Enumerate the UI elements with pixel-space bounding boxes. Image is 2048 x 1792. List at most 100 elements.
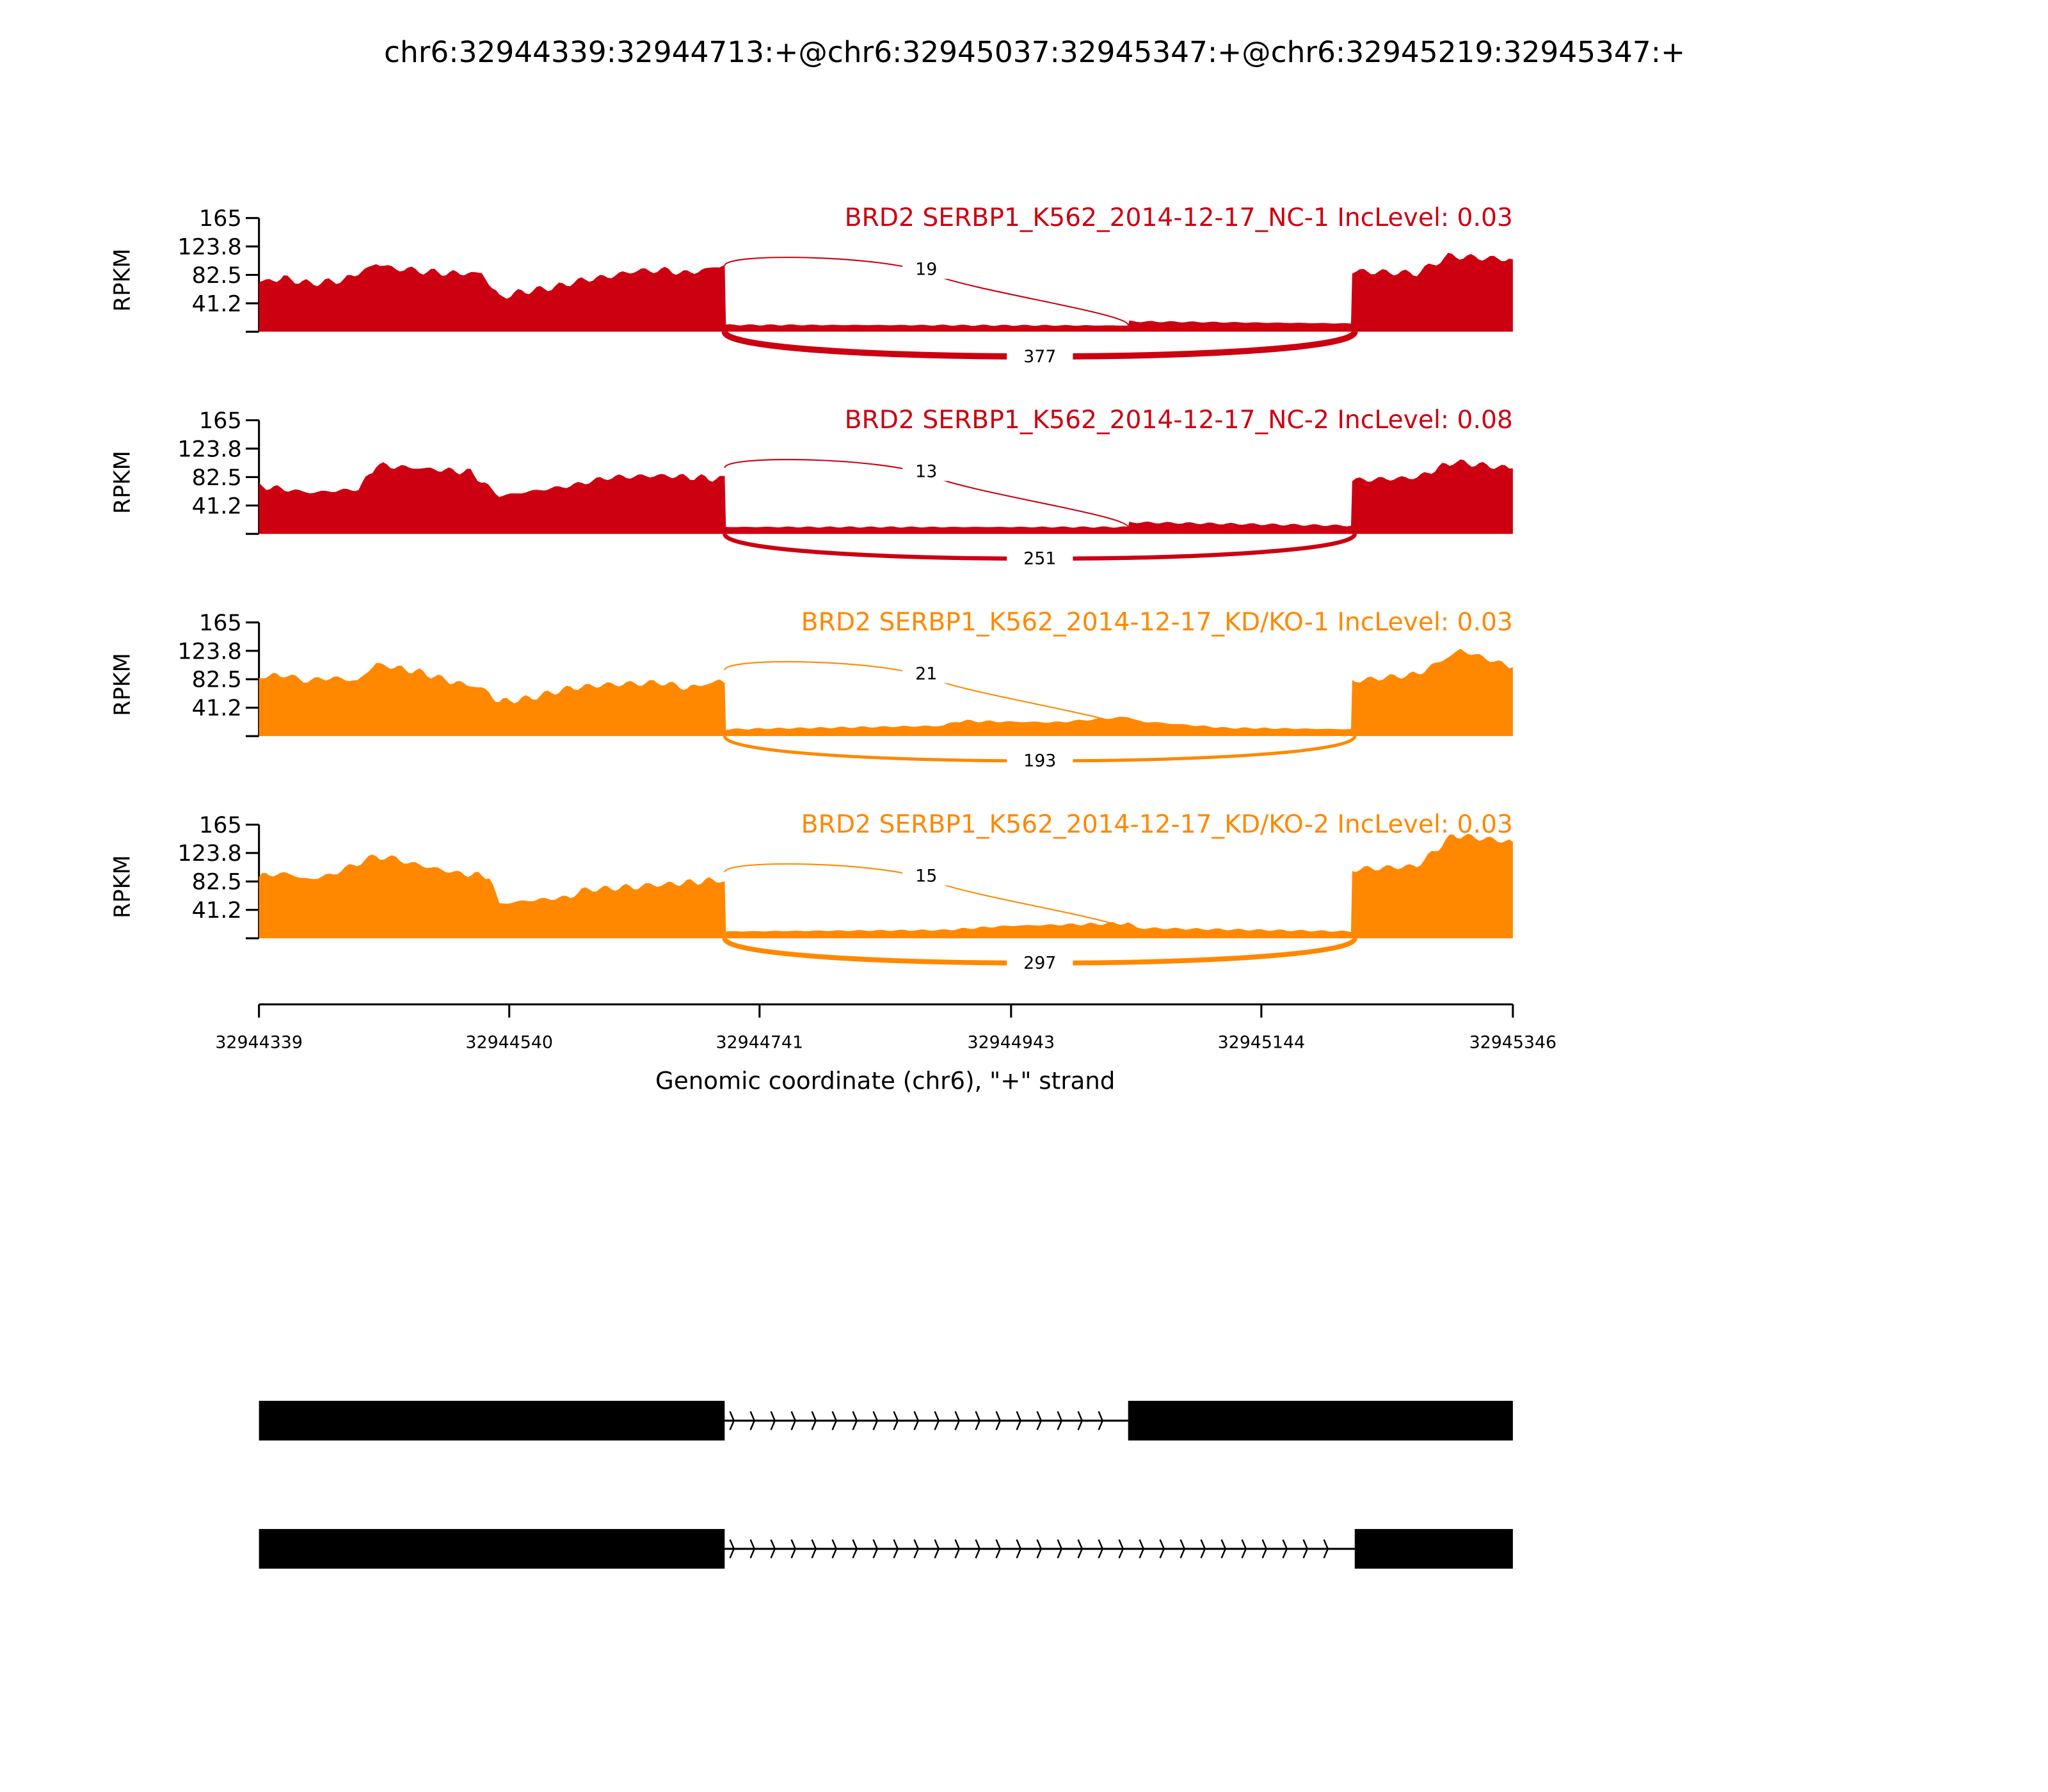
exon-block <box>259 1529 725 1569</box>
strand-arrow-icon <box>975 1411 981 1430</box>
strand-arrow-icon <box>975 1539 981 1559</box>
strand-arrow-icon <box>1077 1539 1084 1559</box>
junction-label-bg <box>902 662 950 684</box>
y-tick-label: 82.5 <box>192 869 242 895</box>
junction-label-bg <box>1007 547 1073 570</box>
strand-arrow-icon <box>729 1411 735 1430</box>
skip-count-label: 251 <box>1023 549 1056 569</box>
strand-arrow-icon <box>995 1411 1002 1430</box>
junction-label-bg <box>1007 951 1073 974</box>
x-tick-label: 32944741 <box>716 1032 804 1052</box>
inclusion-count-label: 15 <box>915 866 937 886</box>
strand-arrow-icon <box>811 1539 817 1559</box>
isoform-2 <box>259 1529 1513 1569</box>
x-axis: Genomic coordinate (chr6), "+" strand 32… <box>215 1003 1557 1094</box>
strand-arrow-icon <box>954 1411 961 1430</box>
junction-label-bg <box>902 460 950 481</box>
strand-arrow-icon <box>831 1539 838 1559</box>
chart-title: chr6:32944339:32944713:+@chr6:32945037:3… <box>384 35 1685 69</box>
strand-arrow-icon <box>1016 1411 1022 1430</box>
x-tick-label: 32945346 <box>1469 1032 1557 1052</box>
y-tick-label: 123.8 <box>177 234 241 260</box>
strand-arrow-icon <box>1200 1539 1206 1559</box>
strand-arrow-icon <box>1118 1539 1124 1559</box>
strand-arrow-icon <box>1261 1539 1268 1559</box>
skip-count-label: 297 <box>1023 954 1056 973</box>
x-tick-label: 32944540 <box>465 1032 553 1052</box>
y-tick-label: 41.2 <box>192 897 242 924</box>
y-tick-label: 41.2 <box>192 493 242 519</box>
y-tick-label: 123.8 <box>177 840 241 867</box>
exon-block <box>1128 1400 1513 1441</box>
isoform-1 <box>259 1400 1513 1441</box>
strand-arrow-icon <box>1036 1411 1043 1430</box>
strand-arrow-icon <box>872 1411 879 1430</box>
y-tick-label: 82.5 <box>192 262 242 289</box>
strand-arrow-icon <box>1241 1539 1247 1559</box>
strand-arrow-icon <box>995 1539 1002 1559</box>
exon-block <box>259 1400 725 1441</box>
x-axis-label: Genomic coordinate (chr6), "+" strand <box>655 1067 1115 1094</box>
strand-arrow-icon <box>893 1539 899 1559</box>
strand-arrow-icon <box>893 1411 899 1430</box>
strand-arrow-icon <box>1036 1539 1043 1559</box>
strand-arrow-icon <box>934 1539 940 1559</box>
strand-arrow-icon <box>913 1539 920 1559</box>
strand-arrow-icon <box>1220 1539 1227 1559</box>
y-axis-label: RPKM <box>109 248 135 312</box>
strand-arrow-icon <box>1302 1539 1309 1559</box>
junction-label-bg <box>1007 344 1073 368</box>
y-tick-label: 41.2 <box>192 291 242 317</box>
strand-arrow-icon <box>1180 1539 1186 1559</box>
y-tick-label: 123.8 <box>177 638 241 664</box>
x-tick-label: 32944943 <box>968 1032 1055 1052</box>
exon-block <box>1354 1529 1513 1569</box>
y-tick-label: 165 <box>199 812 242 838</box>
y-axis-label: RPKM <box>109 653 135 716</box>
strand-arrow-icon <box>790 1539 797 1559</box>
strand-arrow-icon <box>852 1411 858 1430</box>
y-tick-label: 165 <box>199 205 242 232</box>
inclusion-count-label: 13 <box>915 461 937 481</box>
strand-arrow-icon <box>770 1539 776 1559</box>
inclusion-count-label: 19 <box>915 259 937 279</box>
strand-arrow-icon <box>1057 1539 1063 1559</box>
coverage-area <box>259 833 1513 939</box>
y-tick-label: 82.5 <box>192 667 242 693</box>
strand-arrow-icon <box>790 1411 797 1430</box>
strand-arrow-icon <box>934 1411 940 1430</box>
strand-arrow-icon <box>1098 1539 1104 1559</box>
junction-label-bg <box>902 257 950 279</box>
strand-arrow-icon <box>954 1539 961 1559</box>
y-axis-label: RPKM <box>109 451 135 514</box>
strand-arrow-icon <box>1282 1539 1288 1559</box>
strand-arrow-icon <box>1057 1411 1063 1430</box>
y-tick-label: 41.2 <box>192 695 242 721</box>
x-tick-label: 32944339 <box>215 1032 303 1052</box>
strand-arrow-icon <box>1077 1411 1084 1430</box>
y-axis-label: RPKM <box>109 855 135 918</box>
x-tick-label: 32945144 <box>1218 1032 1306 1052</box>
skip-count-label: 377 <box>1023 347 1056 367</box>
strand-arrow-icon <box>872 1539 879 1559</box>
isoform-models <box>259 1400 1513 1569</box>
coverage-area <box>259 648 1513 737</box>
strand-arrow-icon <box>1139 1539 1145 1559</box>
strand-arrow-icon <box>770 1411 776 1430</box>
strand-arrow-icon <box>831 1411 838 1430</box>
coverage-area <box>259 253 1513 332</box>
strand-arrow-icon <box>1159 1539 1165 1559</box>
strand-arrow-icon <box>913 1411 920 1430</box>
y-tick-label: 123.8 <box>177 436 241 462</box>
sample-label: BRD2 SERBP1_K562_2014-12-17_KD/KO-2 IncL… <box>801 810 1513 839</box>
strand-arrow-icon <box>749 1539 756 1559</box>
sample-label: BRD2 SERBP1_K562_2014-12-17_NC-1 IncLeve… <box>845 204 1513 232</box>
strand-arrow-icon <box>729 1539 735 1559</box>
y-tick-label: 165 <box>199 610 242 636</box>
strand-arrow-icon <box>1016 1539 1022 1559</box>
